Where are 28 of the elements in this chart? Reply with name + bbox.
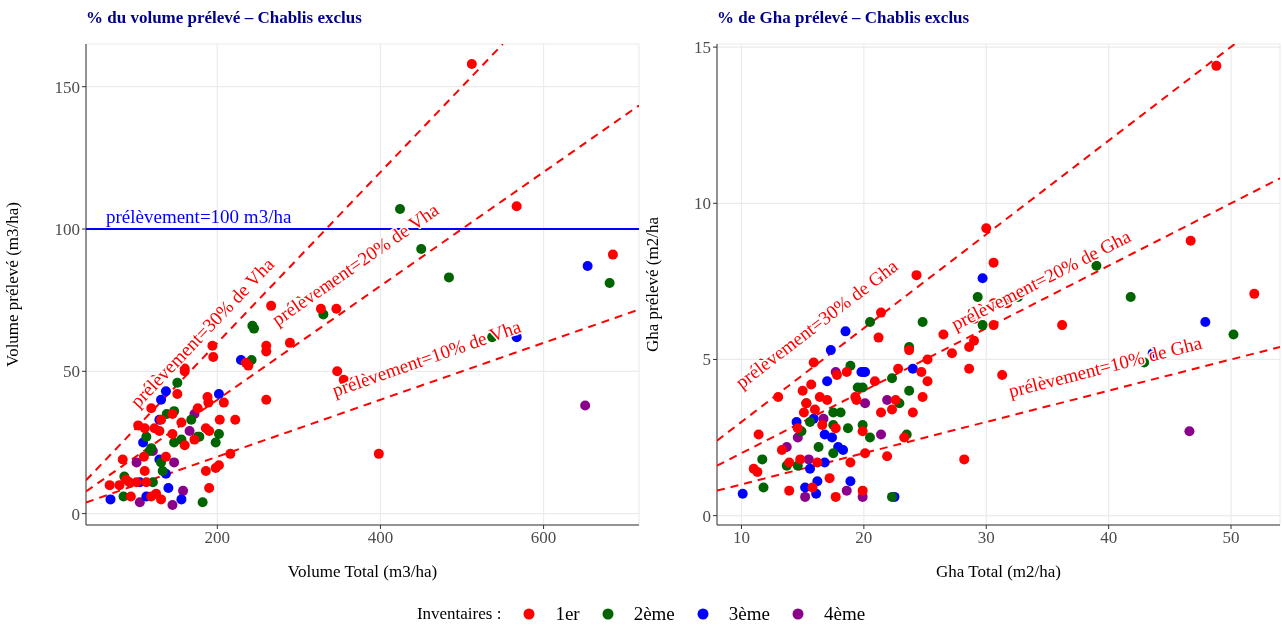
legend-label: 4ème [823, 603, 866, 625]
y-tick-label: 5 [702, 350, 711, 370]
x-tick-label: 30 [977, 528, 995, 548]
x-tick-label: 600 [530, 528, 557, 548]
x-tick-label: 20 [855, 528, 873, 548]
legend-label: 3ème [728, 603, 770, 625]
chart-title: % du volume prélevé – Chablis exclus [86, 8, 362, 28]
x-tick-label: 50 [1222, 528, 1240, 548]
y-tick-label: 15 [694, 38, 711, 58]
x-tick-label: 400 [367, 528, 394, 548]
legend-title: Inventaires : [416, 604, 502, 624]
ref-line-label: prélèvement=100 m3/ha [106, 206, 292, 227]
y-tick-label: 0 [71, 504, 80, 524]
chart-title: % de Gha prélevé – Chablis exclus [717, 8, 970, 28]
y-tick-label: 150 [54, 77, 80, 97]
x-axis-title: Volume Total (m3/ha) [287, 562, 438, 581]
y-tick-label: 100 [54, 220, 80, 240]
legend-label: 2ème [633, 603, 675, 625]
y-tick-label: 50 [63, 362, 80, 382]
x-axis-title: Gha Total (m2/ha) [935, 562, 1062, 581]
x-tick-label: 10 [732, 528, 750, 548]
legend-label: 1er [555, 603, 580, 625]
y-tick-label: 0 [702, 506, 711, 526]
y-axis-title: Volume prélevé (m3/ha) [3, 202, 23, 367]
x-tick-label: 40 [1100, 528, 1118, 548]
x-tick-label: 200 [204, 528, 231, 548]
y-axis-title: Gha prélevé (m2/ha [643, 216, 663, 352]
y-tick-label: 10 [694, 194, 711, 214]
